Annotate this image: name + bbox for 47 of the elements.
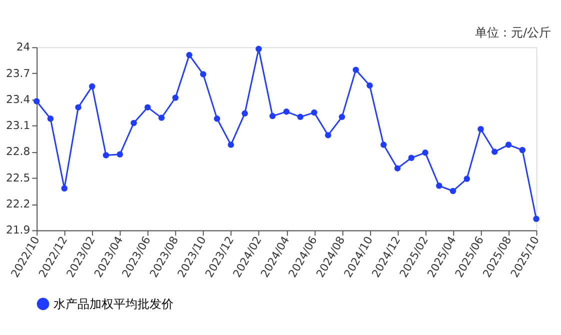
point (102, 152, 110, 158)
point (130, 120, 137, 126)
legend-label: 水产品加权平均批发价 (53, 296, 174, 311)
y-tick-label: 23.4 (6, 92, 30, 106)
point (88, 83, 96, 90)
y-tick-label: 22.8 (6, 145, 30, 158)
point (47, 116, 54, 122)
y-tick-label: 23.1 (6, 119, 30, 132)
point (338, 114, 346, 120)
point (116, 151, 124, 158)
point (256, 46, 262, 52)
point (450, 188, 456, 194)
point (186, 52, 192, 58)
point (422, 150, 428, 156)
y-tick-label: 23.7 (6, 66, 30, 80)
point (172, 94, 179, 101)
point (242, 110, 248, 117)
point (200, 71, 206, 78)
point (311, 109, 318, 116)
y-tick-label: 22.2 (6, 198, 30, 211)
point (214, 116, 220, 122)
point (269, 112, 276, 120)
point (394, 165, 401, 172)
point (519, 146, 526, 154)
point (408, 154, 414, 162)
y-tick-label: 22.5 (6, 171, 30, 184)
point (158, 114, 165, 121)
point (492, 148, 498, 155)
point (380, 142, 387, 148)
point (75, 104, 82, 110)
point (533, 216, 540, 222)
point (505, 142, 512, 148)
point (144, 104, 151, 110)
point (478, 126, 484, 132)
point (366, 82, 373, 89)
point (33, 98, 40, 104)
point (297, 114, 304, 120)
point (352, 66, 359, 73)
point (228, 142, 234, 148)
text: 单位：元/公斤 (475, 25, 552, 40)
point (464, 176, 470, 182)
point (436, 182, 442, 189)
point (324, 132, 332, 138)
y-tick-label: 21.9 (6, 224, 30, 237)
point (61, 185, 68, 192)
point (283, 108, 290, 115)
y-tick-label: 24 (16, 40, 30, 54)
